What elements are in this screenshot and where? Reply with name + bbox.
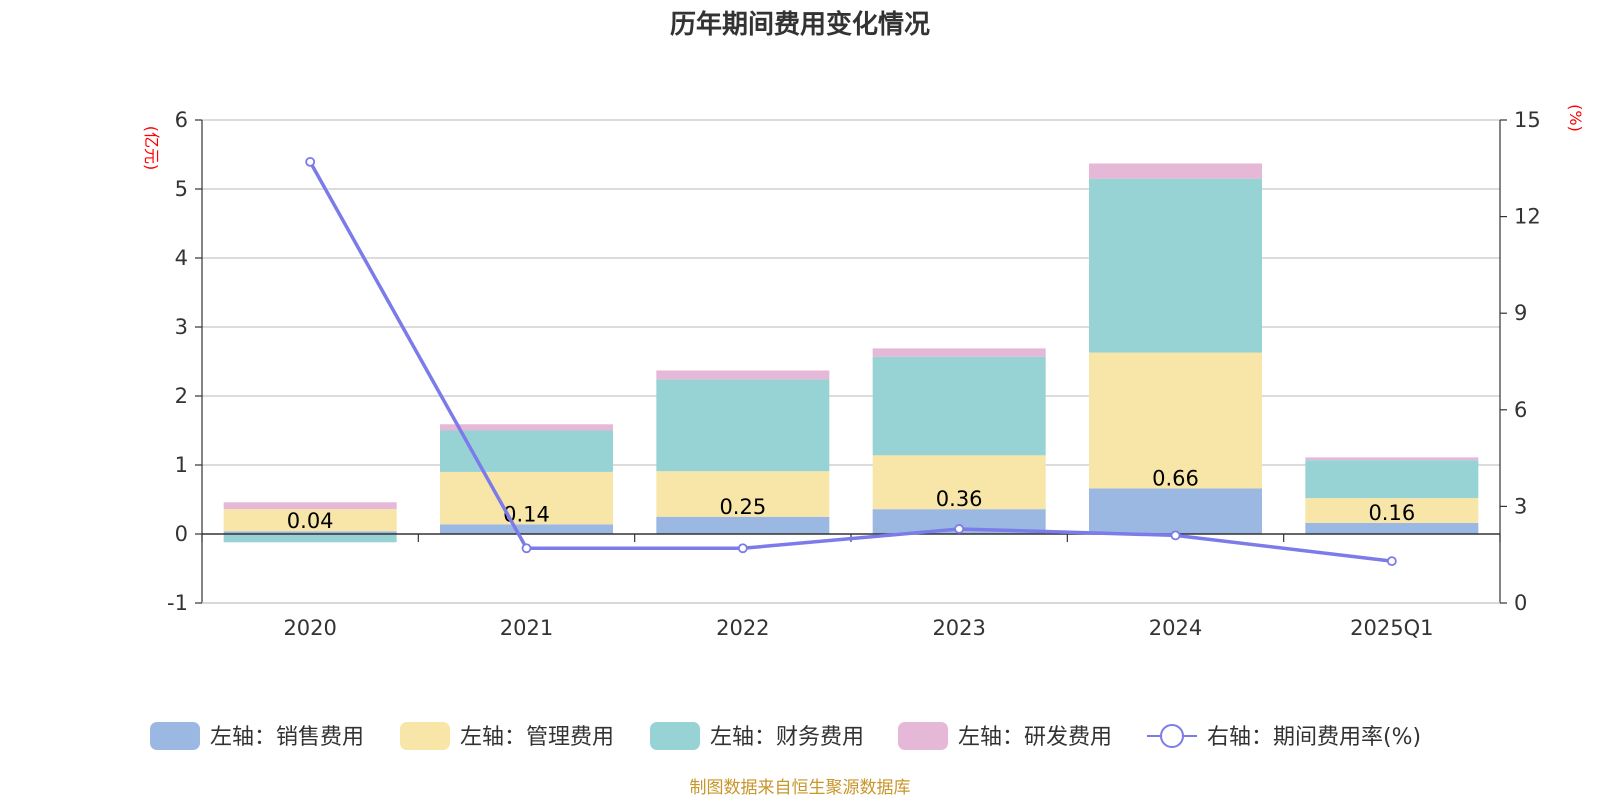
bar-segment bbox=[223, 509, 397, 532]
legend-label: 左轴：管理费用 bbox=[460, 725, 614, 750]
bar-segment bbox=[1305, 457, 1479, 461]
data-labels: 0.04 0.14 0.25 0.36 0.66 0.16 bbox=[287, 466, 1415, 533]
rate-line-point bbox=[1170, 530, 1181, 541]
legend-label: 左轴：财务费用 bbox=[710, 725, 864, 750]
legend-label: 左轴：销售费用 bbox=[210, 725, 364, 750]
right-axis-tick-label: 3 bbox=[1514, 494, 1527, 518]
legend-label: 右轴：期间费用率(%) bbox=[1207, 725, 1421, 750]
bar-segment bbox=[1089, 488, 1262, 534]
rate-line-path bbox=[308, 161, 1393, 563]
bar-segment bbox=[1305, 498, 1479, 523]
right-axis-tick-label: 6 bbox=[1514, 398, 1527, 422]
data-label: 0.14 bbox=[503, 502, 550, 526]
rate-line bbox=[305, 156, 1397, 567]
bar-segment bbox=[440, 471, 613, 525]
x-axis-tick-label: 2023 bbox=[932, 616, 985, 640]
chart-title: 历年期间费用变化情况 bbox=[670, 9, 930, 40]
x-axis-tick-label: 2020 bbox=[283, 616, 336, 640]
left-axis-tick-label: 0 bbox=[175, 522, 188, 546]
bar-segment bbox=[872, 348, 1046, 357]
bar-segment bbox=[223, 534, 397, 543]
left-axis-tick-label: 1 bbox=[175, 453, 188, 477]
left-axis-tick-label: 2 bbox=[175, 384, 188, 408]
x-axis-tick-label: 2025Q1 bbox=[1350, 616, 1433, 640]
legend-swatch bbox=[898, 722, 948, 750]
bar-segment bbox=[1089, 178, 1262, 353]
data-label: 0.66 bbox=[1152, 466, 1199, 490]
data-label: 0.16 bbox=[1368, 501, 1415, 525]
rate-line-point bbox=[737, 543, 748, 554]
bar-segment bbox=[656, 370, 830, 380]
bar-segment bbox=[1089, 352, 1262, 489]
data-label: 0.36 bbox=[936, 487, 983, 511]
legend-swatch bbox=[650, 722, 700, 750]
data-label: 0.04 bbox=[287, 509, 334, 533]
bar-segment bbox=[1305, 522, 1479, 534]
data-label: 0.25 bbox=[719, 495, 766, 519]
legend-swatch bbox=[150, 722, 200, 750]
bar-segment bbox=[656, 516, 830, 534]
right-axis-tick-label: 9 bbox=[1514, 301, 1527, 325]
bar-segment bbox=[872, 356, 1046, 456]
bar-segment bbox=[1089, 163, 1262, 179]
bar-segment bbox=[223, 531, 397, 534]
bar-segment bbox=[223, 502, 397, 510]
bar-segment bbox=[872, 455, 1046, 510]
legend-label: 左轴：研发费用 bbox=[958, 725, 1112, 750]
rate-line-point bbox=[521, 543, 532, 554]
left-axis-tick-label: -1 bbox=[167, 591, 188, 615]
left-axis-tick-label: 6 bbox=[175, 108, 188, 132]
x-axis-tick-label: 2024 bbox=[1149, 616, 1202, 640]
right-axis-tick-label: 12 bbox=[1514, 205, 1541, 229]
rate-line-point bbox=[305, 156, 316, 167]
bar-segment bbox=[656, 471, 830, 517]
left-axis-tick-label: 4 bbox=[175, 246, 188, 270]
left-axis-tick-label: 3 bbox=[175, 315, 188, 339]
rate-line-point bbox=[1386, 556, 1397, 567]
x-axis-tick-label: 2021 bbox=[500, 616, 553, 640]
legend-marker bbox=[1160, 724, 1184, 748]
source-note: 制图数据来自恒生聚源数据库 bbox=[690, 778, 911, 798]
legend: 左轴：销售费用 左轴：管理费用 左轴：财务费用 左轴：研发费用 右轴：期间费用率(%) bbox=[150, 722, 1421, 750]
right-axis-unit: (%) bbox=[1566, 104, 1585, 132]
rate-line-point bbox=[954, 524, 965, 534]
grid-lines bbox=[202, 119, 1500, 604]
bar-segment bbox=[440, 430, 613, 472]
right-axis-tick-label: 15 bbox=[1514, 108, 1541, 132]
legend-swatch bbox=[400, 722, 450, 750]
left-axis-unit: (亿元) bbox=[142, 126, 161, 171]
bar-segment bbox=[440, 524, 613, 534]
bars bbox=[223, 163, 1479, 543]
bar-segment bbox=[656, 379, 830, 472]
bar-segment bbox=[440, 424, 613, 431]
left-axis-tick-label: 5 bbox=[175, 177, 188, 201]
right-axis-tick-label: 0 bbox=[1514, 591, 1527, 615]
x-axis-tick-label: 2022 bbox=[716, 616, 769, 640]
bar-segment bbox=[1305, 460, 1479, 499]
